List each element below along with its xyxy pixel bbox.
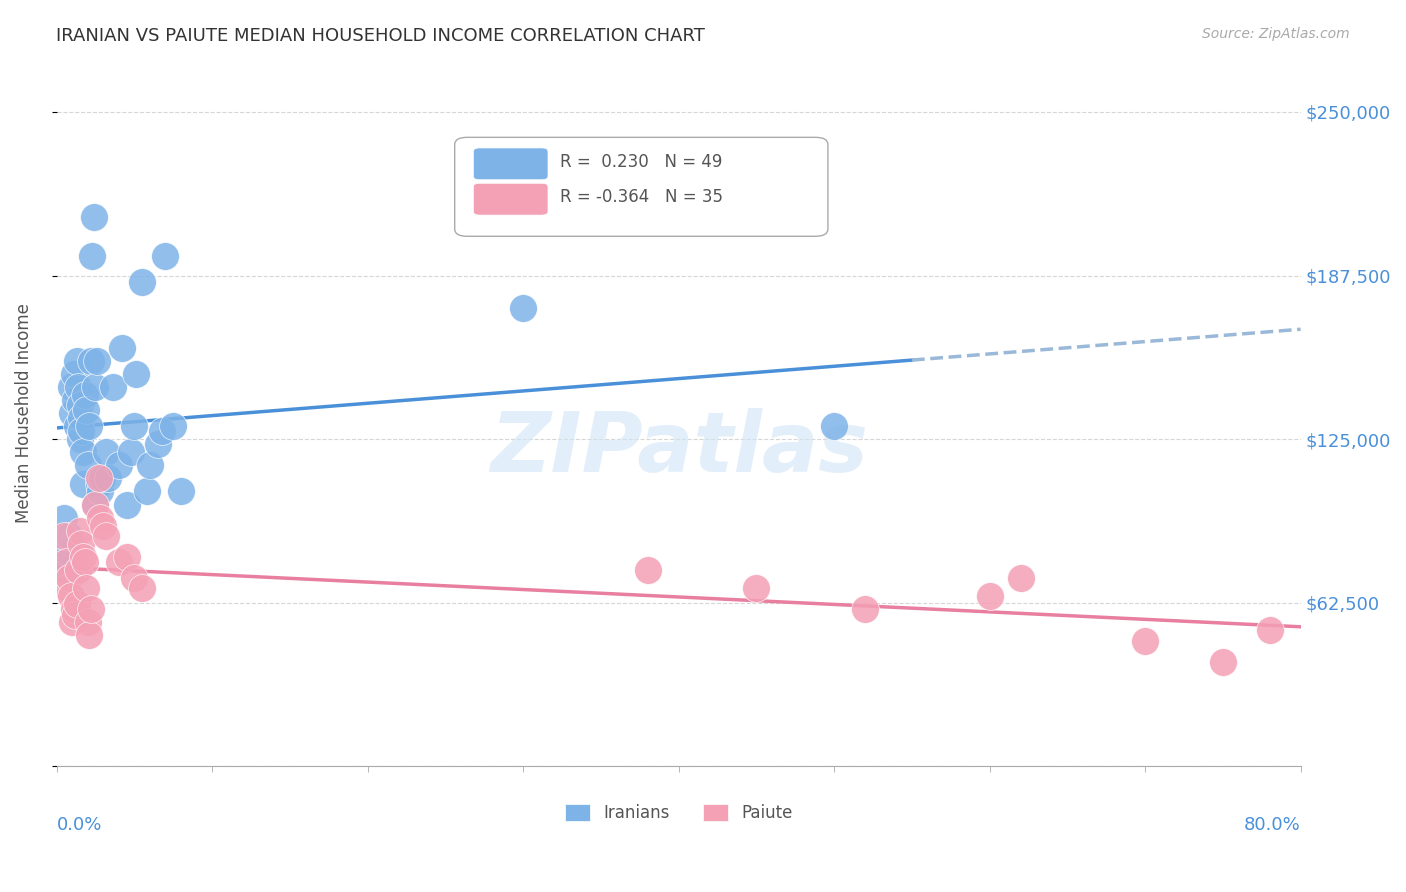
Point [1133, 633, 1156, 648]
Text: ZIPatlas: ZIPatlas [489, 408, 868, 489]
Point [53, 529, 76, 543]
FancyBboxPatch shape [474, 183, 548, 215]
Point [62, 367, 84, 381]
Point [80, 353, 103, 368]
Point [170, 484, 193, 499]
Point [89, 484, 111, 499]
Point [97, 471, 120, 485]
Point [69, 432, 91, 446]
Point [59, 380, 82, 394]
Point [87, 471, 110, 485]
Point [55, 555, 77, 569]
Point [124, 571, 146, 585]
Point [146, 437, 169, 451]
Text: 0.0%: 0.0% [56, 816, 103, 834]
Point [72, 445, 94, 459]
Text: R = -0.364   N = 35: R = -0.364 N = 35 [561, 188, 724, 206]
Point [853, 602, 876, 616]
Point [512, 301, 534, 316]
Point [58, 529, 80, 543]
FancyBboxPatch shape [474, 148, 548, 180]
Point [73, 387, 96, 401]
Point [76, 615, 98, 630]
Point [115, 549, 138, 564]
Point [72, 476, 94, 491]
Point [60, 406, 83, 420]
Point [108, 555, 131, 569]
Point [84, 380, 107, 394]
Point [76, 458, 98, 473]
Point [59, 589, 82, 603]
Point [72, 549, 94, 564]
Point [115, 498, 138, 512]
Point [125, 367, 148, 381]
Point [75, 582, 97, 596]
Point [84, 498, 107, 512]
Point [73, 555, 96, 569]
Point [83, 210, 105, 224]
Point [108, 458, 131, 473]
Point [56, 582, 79, 596]
Point [77, 419, 100, 434]
Point [124, 419, 146, 434]
Y-axis label: Median Household Income: Median Household Income [15, 303, 32, 523]
Point [55, 563, 77, 577]
Point [637, 563, 659, 577]
Point [67, 563, 90, 577]
Point [1010, 571, 1032, 585]
Point [70, 537, 93, 551]
Point [101, 380, 124, 394]
Point [67, 380, 90, 394]
Point [65, 392, 87, 407]
Text: Source: ZipAtlas.com: Source: ZipAtlas.com [1202, 27, 1350, 41]
Point [131, 275, 153, 289]
FancyBboxPatch shape [454, 137, 828, 236]
Point [91, 518, 114, 533]
Text: 80.0%: 80.0% [1244, 816, 1301, 834]
Point [1212, 655, 1234, 669]
Point [66, 419, 89, 434]
Point [162, 419, 184, 434]
Point [89, 510, 111, 524]
Point [1258, 624, 1281, 638]
Point [82, 249, 104, 263]
Point [70, 411, 93, 425]
Legend: Iranians, Paiute: Iranians, Paiute [558, 797, 799, 829]
Point [111, 341, 134, 355]
Point [80, 602, 103, 616]
Point [96, 445, 118, 459]
Point [979, 589, 1001, 603]
Point [66, 597, 89, 611]
Point [77, 628, 100, 642]
Point [96, 529, 118, 543]
Point [131, 582, 153, 596]
Point [155, 249, 177, 263]
Point [65, 607, 87, 622]
Point [69, 524, 91, 538]
Point [66, 353, 89, 368]
Point [135, 484, 157, 499]
Point [139, 458, 162, 473]
Point [60, 615, 83, 630]
Point [56, 544, 79, 558]
Point [745, 582, 768, 596]
Point [70, 425, 93, 439]
Point [823, 419, 845, 434]
Point [69, 398, 91, 412]
Point [86, 353, 108, 368]
Text: R =  0.230   N = 49: R = 0.230 N = 49 [561, 153, 723, 171]
Point [90, 471, 112, 485]
Point [84, 498, 107, 512]
Point [150, 425, 173, 439]
Text: IRANIAN VS PAIUTE MEDIAN HOUSEHOLD INCOME CORRELATION CHART: IRANIAN VS PAIUTE MEDIAN HOUSEHOLD INCOM… [56, 27, 706, 45]
Point [87, 476, 110, 491]
Point [75, 403, 97, 417]
Point [58, 571, 80, 585]
Point [120, 445, 142, 459]
Point [62, 602, 84, 616]
Point [53, 510, 76, 524]
